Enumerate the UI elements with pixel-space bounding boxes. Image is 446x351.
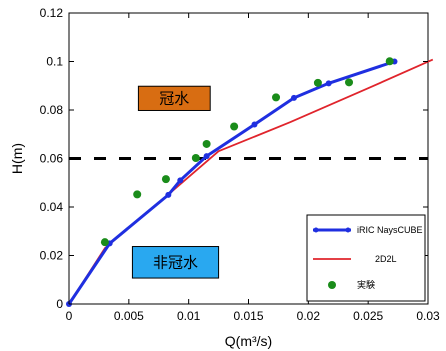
y-tick-label: 0.1 — [46, 55, 63, 69]
annotation-box-1 — [131, 246, 220, 279]
legend-marker-0 — [313, 227, 319, 233]
series-point-0 — [203, 153, 210, 160]
x-tick-label: 0.02 — [297, 309, 321, 323]
annotation-label-1: 非冠水 — [153, 253, 198, 271]
scatter-point — [272, 93, 281, 102]
scatter-point — [133, 190, 142, 199]
scatter-point — [202, 139, 211, 148]
y-tick-label: 0.12 — [40, 6, 64, 20]
series-point-0 — [165, 191, 172, 198]
series-point-0 — [177, 177, 184, 184]
y-tick-label: 0 — [56, 297, 63, 311]
x-axis-label: Q(m³/s) — [225, 333, 272, 349]
y-tick-label: 0.08 — [40, 103, 64, 117]
y-tick-label: 0.02 — [40, 249, 64, 263]
legend-label-1: 2D2L — [375, 254, 397, 264]
y-tick-label: 0.04 — [40, 200, 64, 214]
legend-marker-0 — [345, 227, 351, 233]
x-tick-label: 0.005 — [114, 309, 144, 323]
scatter-point — [100, 238, 109, 247]
y-axis-label: H(m) — [9, 143, 25, 174]
series-point-0 — [251, 121, 258, 128]
x-tick-label: 0.01 — [177, 309, 201, 323]
scatter-point — [230, 122, 239, 131]
x-tick-label: 0 — [66, 309, 73, 323]
x-tick-label: 0.015 — [233, 309, 263, 323]
annotation-box-0 — [137, 85, 211, 111]
annotation-label-0: 冠水 — [159, 89, 189, 107]
scatter-point — [161, 175, 170, 184]
scatter-point — [345, 78, 354, 87]
legend-label-0: iRIC NaysCUBE — [357, 225, 423, 235]
legend-marker-2 — [328, 281, 336, 289]
x-tick-label: 0.025 — [353, 309, 383, 323]
series-point-0 — [325, 80, 332, 87]
scatter-point — [313, 78, 322, 87]
legend: iRIC NaysCUBE 2D2L 実験 — [306, 214, 426, 302]
y-tick-label: 0.06 — [40, 152, 64, 166]
scatter-point — [385, 57, 394, 66]
legend-label-2: 実験 — [357, 279, 375, 290]
scatter-point — [191, 154, 200, 163]
x-tick-label: 0.03 — [416, 309, 440, 323]
series-point-0 — [290, 94, 297, 101]
